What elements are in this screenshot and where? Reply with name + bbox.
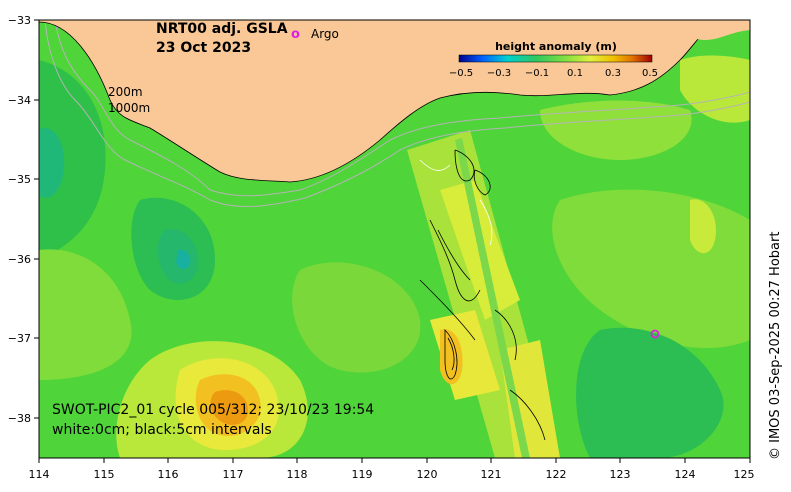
x-tick-label: 122 <box>546 468 567 481</box>
contour-200m <box>54 20 750 197</box>
y-tick-label: −36 <box>8 253 31 266</box>
swot-contours-black <box>419 149 546 441</box>
argo-legend-marker: o <box>291 27 300 42</box>
x-tick-label: 118 <box>287 468 308 481</box>
depth-label-1000m: 1000m <box>108 101 150 115</box>
axis-ticks <box>34 19 751 463</box>
x-tick-label: 123 <box>610 468 631 481</box>
anomaly-patch-se-green <box>576 327 724 458</box>
colorbar-title: height anomaly (m) <box>495 40 617 53</box>
swot-nadir-gap <box>455 138 530 458</box>
colorbar-bar <box>458 54 653 63</box>
y-tick-label: −38 <box>8 412 31 425</box>
anomaly-patch-east-yellow <box>690 199 716 254</box>
land-ne-strip <box>620 20 750 40</box>
colorbar-tick: 0.5 <box>642 68 658 79</box>
argo-float-marker[interactable] <box>650 329 660 339</box>
anomaly-patch-eddy-center <box>176 249 191 270</box>
bathymetry-contours <box>44 20 750 207</box>
argo-legend-label: Argo <box>311 27 339 41</box>
anomaly-patch-mid-green <box>292 262 421 373</box>
anomaly-patch-sw-green <box>39 249 132 380</box>
anomaly-patch-south-core <box>210 390 248 425</box>
colorbar-tick: −0.1 <box>525 68 549 79</box>
anomaly-patch-west-cyan <box>39 128 65 198</box>
y-tick-label: −35 <box>8 173 31 186</box>
x-tick-label: 119 <box>352 468 373 481</box>
x-tick-label: 114 <box>29 468 50 481</box>
swot-swath <box>407 130 560 458</box>
anomaly-patch-ne-green <box>540 100 692 160</box>
depth-label-200m: 200m <box>108 85 143 99</box>
x-tick-label: 125 <box>734 468 755 481</box>
anomaly-patch-west-low <box>39 60 106 260</box>
contour-caption: white:0cm; black:5cm intervals <box>52 422 272 438</box>
x-tick-label: 117 <box>223 468 244 481</box>
x-axis-labels: 114 115 116 117 118 119 120 121 122 123 … <box>29 468 755 481</box>
colorbar-tick: 0.3 <box>605 68 621 79</box>
map-title-line1: NRT00 adj. GSLA <box>156 21 288 37</box>
swot-contours-white <box>419 159 493 246</box>
y-axis-labels: −33 −34 −35 −36 −37 −38 <box>8 14 31 425</box>
swath-caption: SWOT-PIC2_01 cycle 005/312; 23/10/23 19:… <box>52 402 374 418</box>
colorbar-tick: 0.1 <box>567 68 583 79</box>
y-tick-label: −34 <box>8 94 31 107</box>
colorbar-tick: −0.3 <box>487 68 511 79</box>
swot-swath-yellow-c <box>500 340 560 458</box>
x-tick-label: 124 <box>675 468 696 481</box>
anomaly-patch-ne-yellow <box>680 55 750 123</box>
map-plot-area <box>39 20 750 458</box>
x-tick-label: 120 <box>417 468 438 481</box>
y-tick-label: −37 <box>8 332 31 345</box>
x-tick-label: 116 <box>158 468 179 481</box>
y-tick-label: −33 <box>8 14 31 27</box>
colorbar-tick: −0.5 <box>449 68 473 79</box>
colorbar: height anomaly (m) −0.5 −0.3 −0.1 0.1 0.… <box>449 40 658 79</box>
contour-1000m <box>44 20 750 207</box>
plot-frame <box>38 19 751 459</box>
imos-credit: © IMOS 03-Sep-2025 00:27 Hobart <box>768 231 783 460</box>
x-tick-label: 115 <box>94 468 115 481</box>
map-title-line2: 23 Oct 2023 <box>156 40 251 56</box>
x-tick-label: 121 <box>481 468 502 481</box>
